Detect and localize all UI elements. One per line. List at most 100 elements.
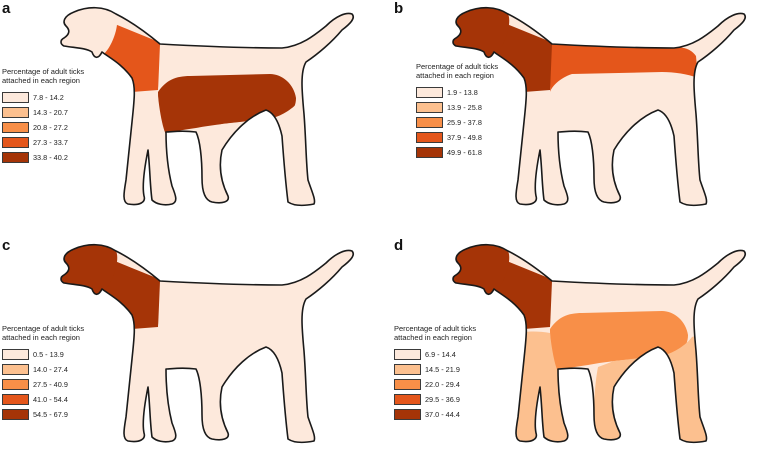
- legend-item: 41.0 - 54.4: [2, 394, 112, 406]
- region-legs: [202, 98, 315, 206]
- legend-swatch: [2, 137, 29, 149]
- dog-diagram: [60, 243, 355, 444]
- legend-range: 1.9 - 13.8: [447, 87, 478, 97]
- legend-swatch: [2, 363, 29, 375]
- legend-item: 6.9 - 14.4: [394, 348, 504, 360]
- legend-swatch: [2, 348, 29, 360]
- panel-a: a Percentage of adult ticks attached in …: [0, 0, 392, 236]
- region-back: [158, 281, 306, 329]
- panel-d: d Percentage of adult ticks attached in …: [392, 237, 784, 473]
- region-head: [61, 7, 118, 58]
- region-legs: [516, 94, 568, 205]
- legend-swatch: [2, 91, 29, 103]
- legend-swatch: [394, 409, 421, 421]
- dog-diagram: [452, 6, 747, 207]
- legend-swatch: [394, 378, 421, 390]
- region-legs: [124, 331, 176, 442]
- panel-letter: b: [394, 0, 404, 17]
- legend-swatch: [416, 101, 443, 113]
- region-head: [453, 244, 510, 295]
- region-legs: [594, 98, 707, 206]
- legend-swatch: [394, 363, 421, 375]
- region-head: [61, 244, 118, 295]
- region-neck: [100, 18, 164, 92]
- dog-diagram: [60, 6, 355, 207]
- legend-range: 6.9 - 14.4: [425, 349, 456, 359]
- legend-item: 14.3 - 20.7: [2, 106, 112, 118]
- legend-range: 25.9 - 37.8: [447, 117, 482, 127]
- legend-range: 22.0 - 29.4: [425, 379, 460, 389]
- legend-item: 27.5 - 40.9: [2, 378, 112, 390]
- legend-item: 33.8 - 40.2: [2, 152, 112, 164]
- legend-range: 33.8 - 40.2: [33, 153, 68, 163]
- legend-swatch: [2, 121, 29, 133]
- region-legs: [124, 94, 176, 205]
- legend-range: 0.5 - 13.9: [33, 349, 64, 359]
- region-back: [550, 281, 698, 329]
- legend-range: 14.0 - 27.4: [33, 364, 68, 374]
- legend-swatch: [416, 86, 443, 98]
- dog-outline: [452, 243, 747, 444]
- legend-swatch: [2, 394, 29, 406]
- legend-swatch: [394, 348, 421, 360]
- region-legs: [594, 335, 707, 443]
- legend-swatch: [394, 394, 421, 406]
- legend-range: 20.8 - 27.2: [33, 122, 68, 132]
- legend-swatch: [416, 147, 443, 159]
- legend-range: 49.9 - 61.8: [447, 148, 482, 158]
- legend-range: 27.5 - 40.9: [33, 379, 68, 389]
- legend-title: Percentage of adult ticks attached in ea…: [2, 67, 85, 85]
- legend: Percentage of adult ticks attached in ea…: [2, 67, 112, 167]
- legend-range: 54.5 - 67.9: [33, 410, 68, 420]
- legend-item: 22.0 - 29.4: [394, 378, 504, 390]
- legend-range: 29.5 - 36.9: [425, 395, 460, 405]
- region-back: [550, 44, 698, 92]
- legend-swatch: [2, 378, 29, 390]
- legend-item: 37.0 - 44.4: [394, 409, 504, 421]
- panel-c: c Percentage of adult ticks attached in …: [0, 237, 392, 473]
- region-legs: [516, 331, 568, 442]
- legend-range: 37.9 - 49.8: [447, 133, 482, 143]
- region-neck: [492, 255, 556, 329]
- legend-item: 13.9 - 25.8: [416, 101, 526, 113]
- legend-title: Percentage of adult ticks attached in ea…: [2, 324, 85, 342]
- legend-swatch: [2, 106, 29, 118]
- panel-b: b Percentage of adult ticks attached in …: [392, 0, 784, 236]
- region-head: [453, 7, 510, 58]
- panel-letter: d: [394, 237, 404, 254]
- legend-item: 25.9 - 37.8: [416, 116, 526, 128]
- legend: Percentage of adult ticks attached in ea…: [394, 324, 504, 424]
- legend-item: 0.5 - 13.9: [2, 348, 112, 360]
- region-neck: [100, 255, 164, 329]
- legend-item: 20.8 - 27.2: [2, 121, 112, 133]
- legend-item: 29.5 - 36.9: [394, 394, 504, 406]
- legend-swatch: [416, 132, 443, 144]
- legend-range: 13.9 - 25.8: [447, 102, 482, 112]
- legend-item: 37.9 - 49.8: [416, 132, 526, 144]
- dog-outline: [452, 6, 747, 207]
- legend-title: Percentage of adult ticks attached in ea…: [394, 324, 477, 342]
- legend-item: 1.9 - 13.8: [416, 86, 526, 98]
- legend-item: 14.5 - 21.9: [394, 363, 504, 375]
- region-back: [158, 44, 306, 92]
- legend-item: 14.0 - 27.4: [2, 363, 112, 375]
- legend-swatch: [416, 116, 443, 128]
- panel-letter: a: [2, 0, 11, 17]
- legend-range: 14.5 - 21.9: [425, 364, 460, 374]
- legend-swatch: [2, 152, 29, 164]
- legend-item: 54.5 - 67.9: [2, 409, 112, 421]
- dog-diagram: [452, 243, 747, 444]
- dog-outline: [60, 6, 355, 207]
- dog-outline: [60, 243, 355, 444]
- legend: Percentage of adult ticks attached in ea…: [2, 324, 112, 424]
- legend-title: Percentage of adult ticks attached in ea…: [416, 62, 499, 80]
- legend-range: 14.3 - 20.7: [33, 107, 68, 117]
- panel-letter: c: [2, 237, 11, 254]
- legend-item: 49.9 - 61.8: [416, 147, 526, 159]
- legend-range: 41.0 - 54.4: [33, 395, 68, 405]
- region-legs: [202, 335, 315, 443]
- legend-item: 7.8 - 14.2: [2, 91, 112, 103]
- legend-range: 7.8 - 14.2: [33, 92, 64, 102]
- legend-item: 27.3 - 33.7: [2, 137, 112, 149]
- region-neck: [492, 18, 556, 92]
